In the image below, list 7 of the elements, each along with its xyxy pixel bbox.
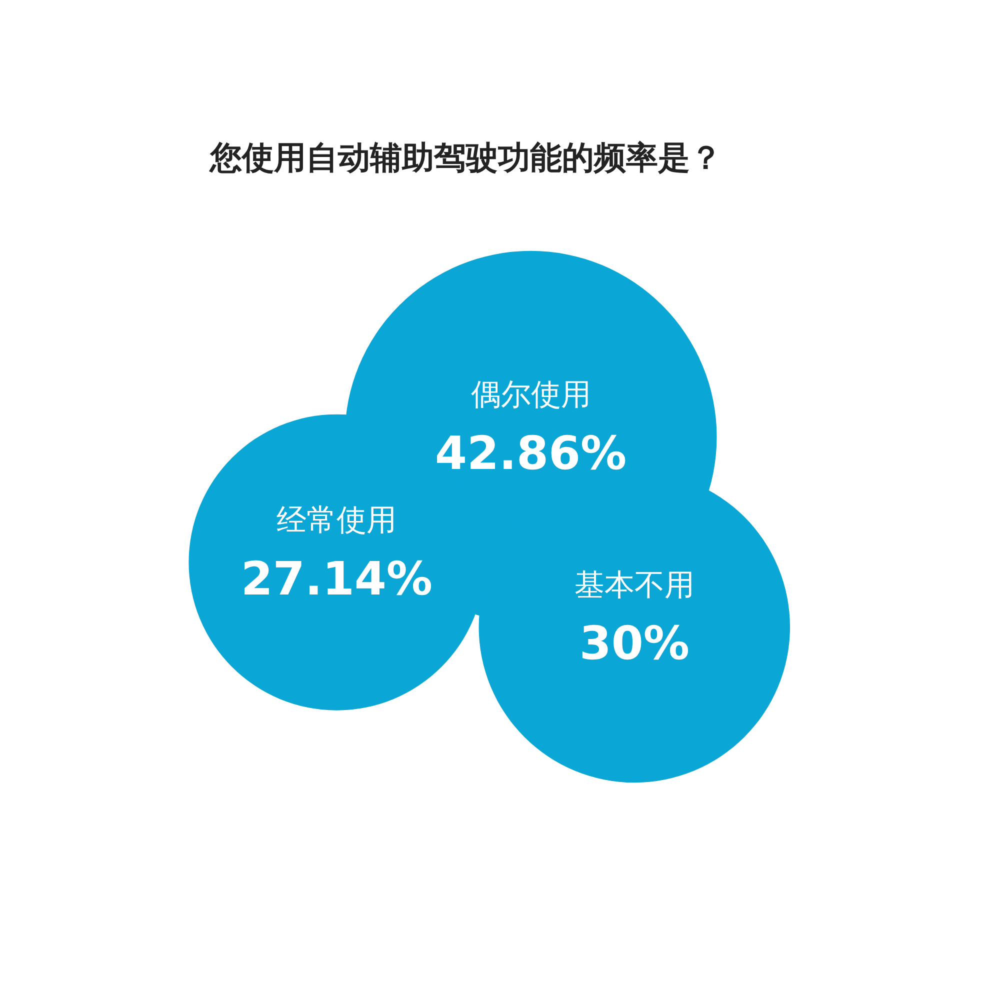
- category-label: 偶尔使用: [470, 378, 591, 413]
- category-label: 经常使用: [276, 503, 397, 538]
- data-label: 30%: [579, 616, 690, 670]
- category-label: 基本不用: [574, 568, 694, 603]
- text: 您使用自动辅助驾驶功能的频率是？: [208, 138, 722, 176]
- data-label: 42.86%: [434, 426, 627, 480]
- data-label: 27.14%: [240, 551, 433, 606]
